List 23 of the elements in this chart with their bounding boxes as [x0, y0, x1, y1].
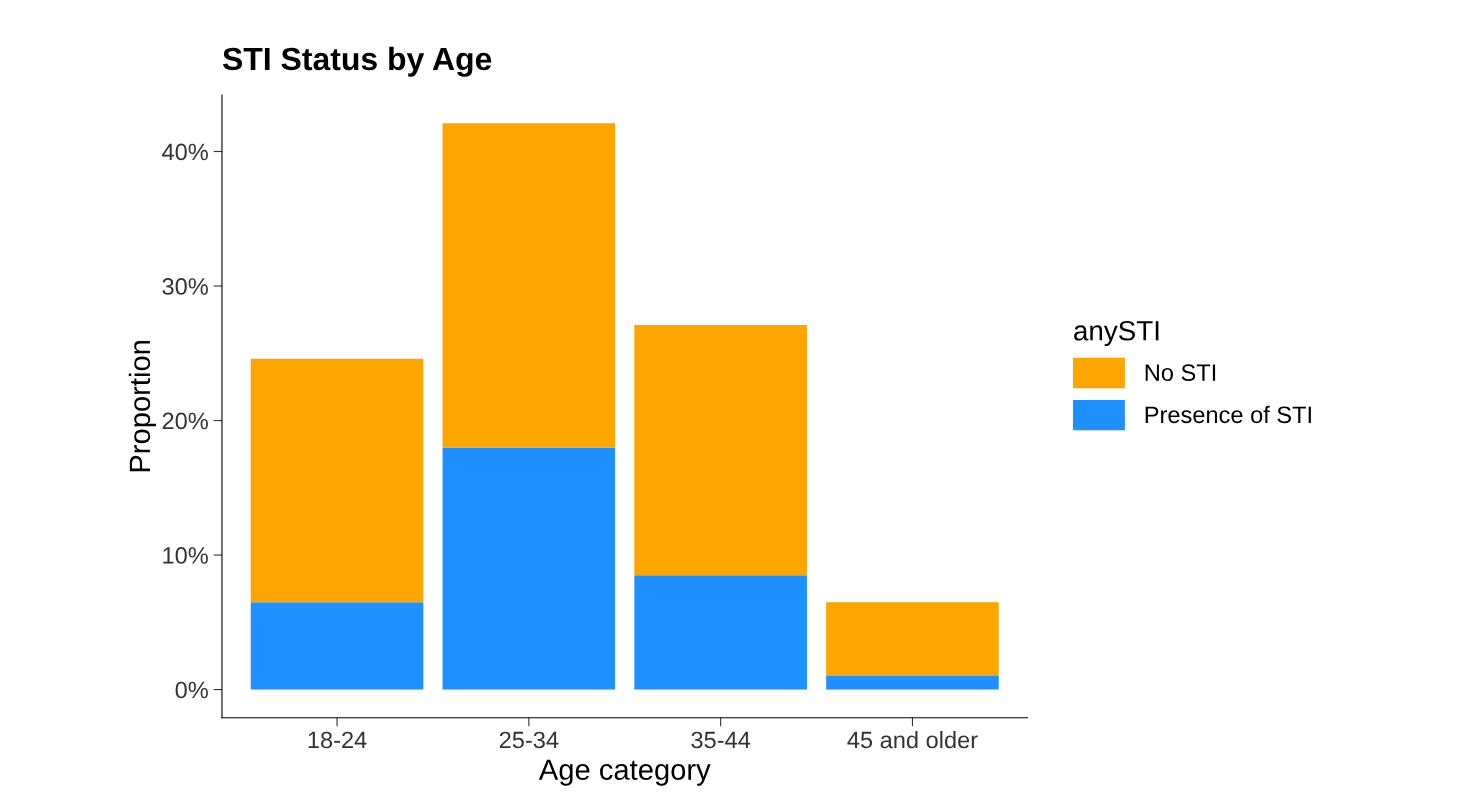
bar — [826, 602, 999, 677]
bar — [250, 602, 424, 690]
bar — [634, 575, 807, 690]
bar — [442, 447, 616, 690]
x-tick-label: 45 and older — [847, 731, 978, 749]
x-axis-title: Age category — [538, 759, 711, 786]
y-axis-title: Proportion — [128, 341, 156, 472]
x-tick-label: 18-24 — [308, 731, 367, 749]
y-tick-label: 30% — [162, 278, 208, 295]
x-tick-label: 25-34 — [499, 731, 559, 749]
legend-title: anySTI — [1074, 320, 1159, 347]
bar — [826, 676, 999, 690]
y-tick-label: 10% — [163, 547, 208, 564]
bar — [250, 358, 424, 603]
y-tick-label: 40% — [162, 143, 208, 161]
legend-label: Presence of STI — [1145, 405, 1311, 424]
y-tick-label: 0% — [175, 681, 208, 699]
chart-title: STI Status by Age — [222, 46, 492, 77]
bar — [442, 123, 616, 448]
legend-label: No STI — [1145, 364, 1216, 382]
y-tick-label: 20% — [162, 412, 208, 430]
bar — [634, 325, 807, 576]
x-tick-label: 35-44 — [691, 731, 751, 749]
